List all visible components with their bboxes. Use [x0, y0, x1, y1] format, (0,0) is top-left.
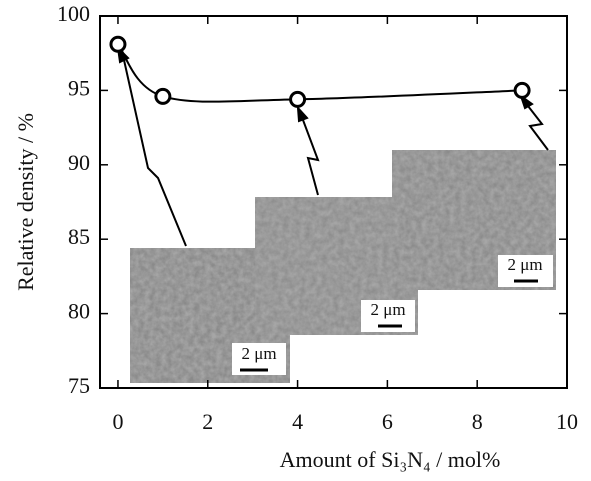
y-tick-label: 95	[68, 75, 90, 100]
plot-frame	[99, 15, 568, 389]
x-tick-label: 8	[472, 409, 483, 434]
x-tick-label: 10	[556, 409, 578, 434]
micrographs: 2 μm 2 μm 2 μm	[130, 150, 556, 383]
scale-label: 2 μm	[241, 344, 276, 363]
y-tick-label: 85	[68, 224, 90, 249]
marker	[154, 87, 172, 105]
scale-label: 2 μm	[507, 255, 542, 274]
y-axis-label: Relative density / %	[13, 113, 38, 291]
marker	[289, 90, 307, 108]
x-axis-label: Amount of Si₃N₄ / mol%	[280, 447, 501, 472]
micrograph: 2 μm	[392, 150, 556, 290]
y-tick-label: 75	[68, 373, 90, 398]
y-tick-label: 90	[68, 150, 90, 175]
scale-label: 2 μm	[370, 300, 405, 319]
line	[117, 43, 523, 103]
x-tick-label: 4	[292, 409, 303, 434]
x-tick-label: 6	[382, 409, 393, 434]
x-tick-label: 0	[112, 409, 123, 434]
y-tick-label: 100	[57, 1, 90, 26]
y-tick-label: 80	[68, 299, 90, 324]
marker	[513, 81, 531, 99]
x-tick-label: 2	[202, 409, 213, 434]
arrows	[116, 45, 549, 247]
marker	[109, 35, 127, 53]
micrograph: 2 μm	[255, 197, 418, 335]
